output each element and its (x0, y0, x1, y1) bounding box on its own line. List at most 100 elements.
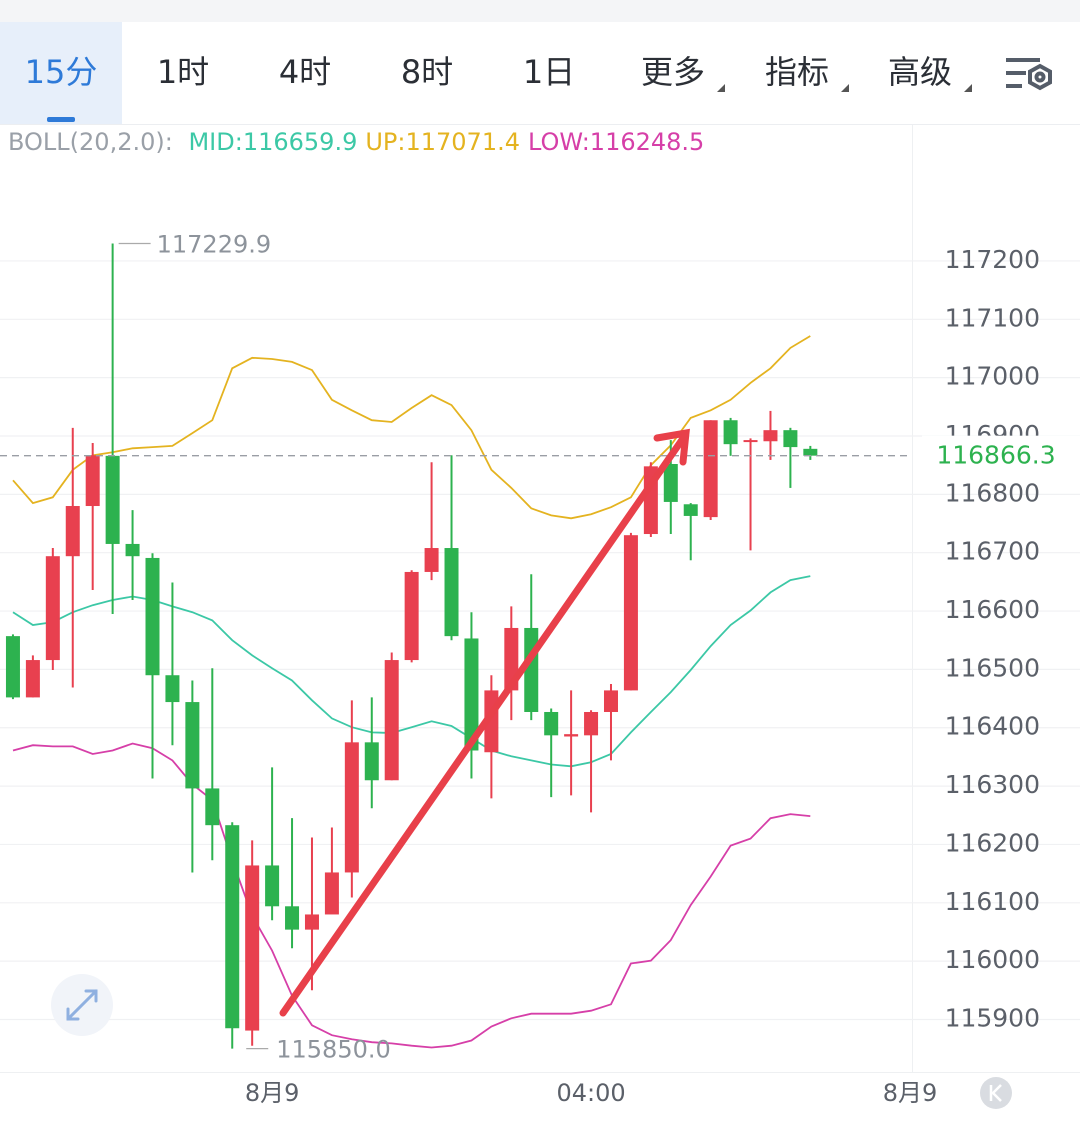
high-label: 117229.9 (157, 231, 272, 259)
overlay: 117229.9 115850.0 116866.3 (0, 231, 1080, 1064)
last-price-label: 116866.3 (936, 441, 1055, 470)
tab[interactable]: 高级 (888, 53, 972, 92)
tab-bar (0, 22, 1080, 124)
candle-body (663, 464, 678, 502)
candle-body (185, 702, 200, 789)
candle-body (105, 455, 120, 544)
y-tick-label: 116500 (945, 653, 1040, 682)
y-tick-label: 116100 (945, 887, 1040, 916)
history-button[interactable] (980, 1077, 1012, 1109)
legend-item: UP:117071.4 (365, 128, 520, 156)
y-tick-label: 115900 (945, 1003, 1040, 1032)
y-tick-label: 117000 (945, 362, 1040, 391)
legend-item: LOW:116248.5 (528, 128, 704, 156)
tab-label: 高级 (888, 53, 952, 91)
band-line (12, 742, 811, 1049)
candle-body (85, 455, 100, 507)
y-tick-label: 116800 (945, 478, 1040, 507)
candle-body (404, 571, 419, 661)
band-line (12, 335, 811, 520)
expand-button[interactable] (51, 974, 113, 1036)
tab[interactable]: 指标 (765, 53, 849, 92)
candle-body (524, 627, 539, 712)
candle-body (603, 690, 618, 712)
tab[interactable]: 1日 (523, 53, 575, 91)
candle-body (145, 557, 160, 676)
tab-label: 更多 (641, 53, 705, 91)
y-tick-label: 116000 (945, 945, 1040, 974)
tab-label: 1日 (523, 53, 575, 91)
tab-label: 指标 (765, 53, 829, 91)
legend: BOLL(20,2.0): MID:116659.9 UP:117071.4 LOW… (8, 128, 704, 156)
tabs: 15分 1时 4时 8时 1日 更多 指标 高级 (0, 22, 972, 124)
candle-body (324, 872, 339, 915)
candle-body (285, 906, 300, 930)
y-tick-label: 116200 (945, 828, 1040, 857)
candle-body (344, 742, 359, 873)
candle-body (245, 865, 260, 1031)
candle-body (783, 430, 798, 448)
candle-body (65, 506, 80, 557)
tab[interactable]: 15分 (0, 22, 122, 124)
candle-body (125, 543, 140, 557)
legend-title: BOLL(20,2.0): (8, 128, 173, 156)
candle-body (703, 420, 718, 518)
candle-body (564, 734, 579, 737)
candle-body (464, 638, 479, 751)
tab[interactable]: 1时 (157, 53, 209, 91)
candle-body (584, 711, 599, 736)
candle-body (5, 636, 20, 698)
grid: 115900 116000 116100 116200 116300 116400 1165… (0, 245, 1080, 1032)
tab-label: 8时 (401, 53, 453, 91)
low-label: 115850.0 (276, 1036, 391, 1064)
x-tick-label: 8月9 (245, 1079, 300, 1107)
tab-label: 4时 (279, 53, 331, 91)
candle-body (544, 711, 559, 736)
tab-dropdown (717, 84, 725, 92)
candle-body (683, 504, 698, 516)
candle-body (165, 675, 180, 703)
candle-body (444, 548, 459, 637)
candle-body (304, 914, 319, 930)
status-strip (0, 0, 1080, 22)
last-price-tag (922, 435, 1080, 476)
y-tick-label: 116400 (945, 712, 1040, 741)
candle-body (205, 788, 220, 826)
candle-body (364, 742, 379, 781)
tab-dropdown (841, 84, 849, 92)
tab-active-bg (0, 22, 122, 124)
tab[interactable]: 4时 (279, 53, 331, 91)
candle-body (265, 865, 280, 907)
candle-body (225, 825, 240, 1029)
candle-body (384, 660, 399, 781)
tab[interactable]: 更多 (641, 53, 725, 92)
y-tick-label: 116700 (945, 537, 1040, 566)
y-tick-label: 117100 (945, 303, 1040, 332)
tab[interactable]: 8时 (401, 53, 453, 91)
tab-dropdown (964, 84, 972, 92)
candle-body (45, 556, 60, 661)
x-tick-label: 8月9 (883, 1079, 938, 1107)
legend-item: MID:116659.9 (188, 128, 357, 156)
y-tick-label: 116600 (945, 595, 1040, 624)
candle-body (763, 430, 778, 442)
y-tick-label: 117200 (945, 245, 1040, 274)
x-axis: 8月9 04:00 8月9 (245, 1079, 937, 1107)
candle-body (424, 548, 439, 572)
settings-icon[interactable] (1006, 58, 1052, 91)
x-tick-label: 04:00 (556, 1079, 625, 1107)
trend-arrow (279, 428, 690, 1017)
candles (5, 243, 818, 1049)
tab-label: 15分 (25, 53, 98, 91)
candle-body (623, 535, 638, 691)
y-tick-label: 116300 (945, 770, 1040, 799)
candle-body (743, 440, 758, 443)
tab-underline (47, 117, 75, 122)
tab-label: 1时 (157, 53, 209, 91)
candle-body (25, 660, 40, 698)
candle-body (803, 448, 818, 456)
bollinger-lines (12, 335, 811, 1049)
candle-body (723, 420, 738, 445)
